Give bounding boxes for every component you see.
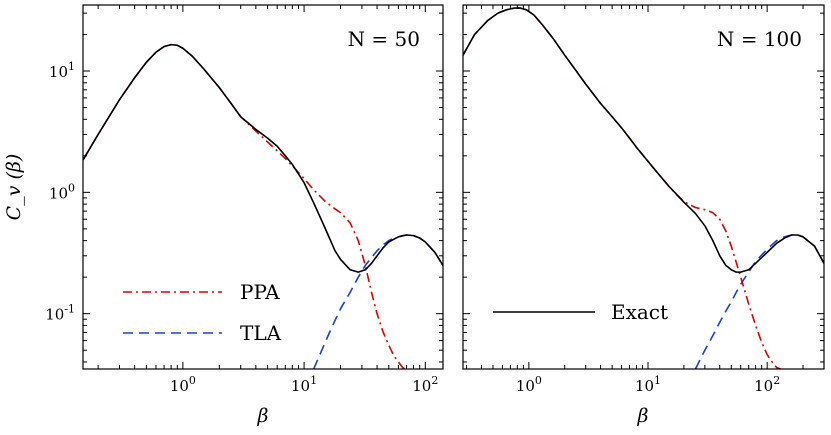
tick-layer-n100: 100 101 102 (463, 5, 825, 395)
x-axis-label-n50: β (257, 405, 269, 427)
series-line-exact-n50 (83, 43, 443, 273)
legend-label-ppa: PPA (240, 280, 280, 304)
panel-n50: 100 101 102 10-1 100 101 N = 50 β C_v (β) PPA… (3, 4, 444, 427)
series-line-tla-n100 (694, 234, 824, 369)
panel-n100: 100 101 102 N = 100 β Exact (462, 4, 825, 427)
y-tick-label: 100 (49, 181, 75, 202)
plot-frame-n50 (82, 4, 444, 370)
annotation-n50: N = 50 (348, 27, 420, 51)
legend-label-tla: TLA (240, 321, 282, 345)
series-layer-n50 (83, 43, 443, 369)
x-tick-label: 100 (170, 374, 196, 395)
legend-n50: PPA TLA (123, 280, 282, 345)
annotation-n100: N = 100 (717, 27, 802, 51)
y-tick-label: 10-1 (45, 303, 75, 324)
x-tick-label: 102 (754, 374, 780, 395)
x-tick-label: 101 (291, 374, 317, 395)
x-tick-label: 101 (635, 374, 661, 395)
x-tick-label: 102 (412, 374, 438, 395)
legend-label-exact: Exact (611, 300, 668, 324)
tick-layer-n50: 100 101 102 10-1 100 101 (45, 5, 443, 395)
legend-n100: Exact (493, 300, 668, 324)
x-axis-label-n100: β (637, 405, 649, 427)
y-tick-label: 101 (49, 60, 75, 81)
series-layer-n100 (463, 7, 824, 369)
plot-frame-n100 (462, 4, 825, 370)
series-line-exact-n100 (463, 7, 824, 273)
y-axis-label: C_v (β) (3, 154, 25, 221)
x-tick-label: 100 (516, 374, 542, 395)
